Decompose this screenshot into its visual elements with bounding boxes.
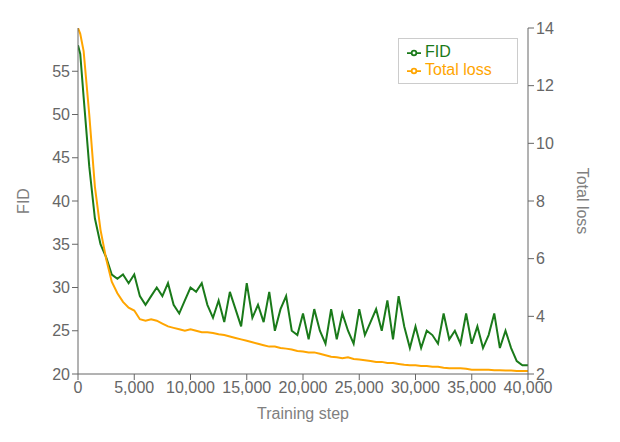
- html-text:FID: FID: [425, 43, 451, 60]
- svg-text:5,000: 5,000: [114, 379, 154, 396]
- svg-text:8: 8: [536, 193, 545, 210]
- svg-text:40: 40: [52, 193, 70, 210]
- svg-text:30,000: 30,000: [391, 379, 440, 396]
- svg-text:FID: FID: [15, 188, 32, 214]
- svg-text:30: 30: [52, 279, 70, 296]
- svg-text:10,000: 10,000: [166, 379, 215, 396]
- svg-text:40,000: 40,000: [504, 379, 553, 396]
- svg-text:25,000: 25,000: [335, 379, 384, 396]
- svg-text:35,000: 35,000: [447, 379, 496, 396]
- svg-text:25: 25: [52, 322, 70, 339]
- svg-text:15,000: 15,000: [222, 379, 271, 396]
- html-text:Total loss: Total loss: [425, 61, 492, 78]
- svg-text:2: 2: [536, 366, 545, 383]
- svg-text:50: 50: [52, 106, 70, 123]
- svg-text:20,000: 20,000: [279, 379, 328, 396]
- svg-text:10: 10: [536, 135, 554, 152]
- svg-text:6: 6: [536, 250, 545, 267]
- svg-text:45: 45: [52, 149, 70, 166]
- svg-text:55: 55: [52, 63, 70, 80]
- svg-text:Training step: Training step: [257, 405, 349, 422]
- svg-text:4: 4: [536, 308, 545, 325]
- svg-text:14: 14: [536, 20, 554, 37]
- svg-text:0: 0: [74, 379, 83, 396]
- svg-text:35: 35: [52, 236, 70, 253]
- svg-text:Total loss: Total loss: [574, 168, 591, 235]
- svg-text:12: 12: [536, 77, 554, 94]
- svg-text:20: 20: [52, 366, 70, 383]
